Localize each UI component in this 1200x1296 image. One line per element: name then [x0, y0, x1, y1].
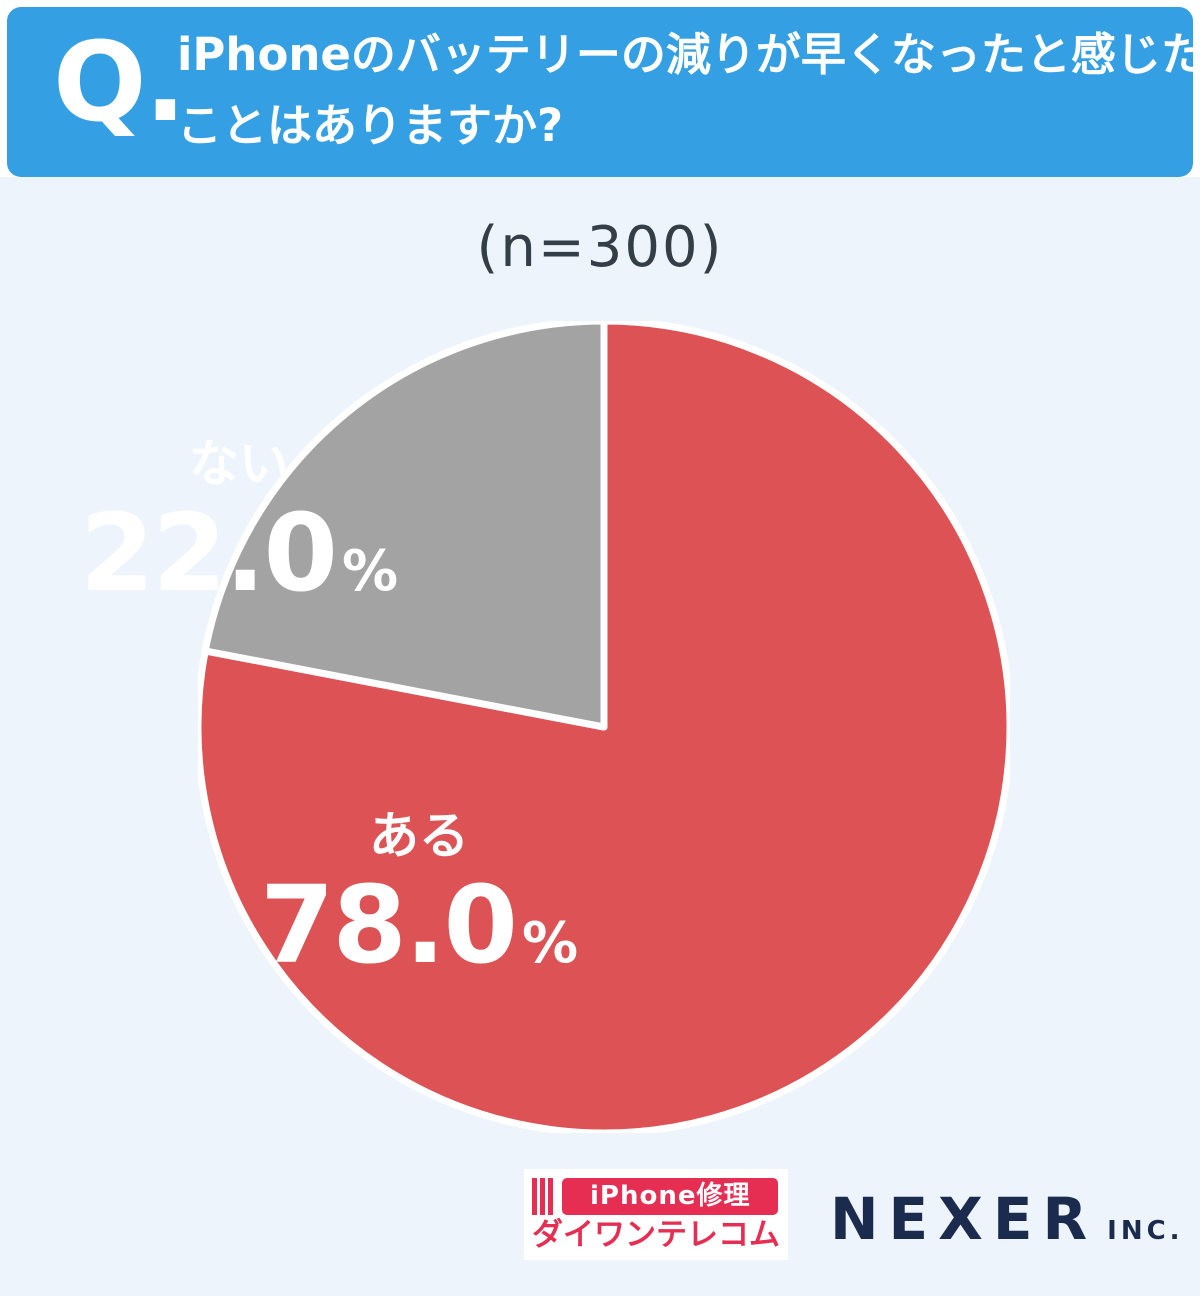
slice-aru-label: ある: [368, 807, 469, 865]
daiwan-tagline-banner: iPhone修理: [562, 1178, 779, 1215]
nexer-logo: NEXER INC.: [830, 1190, 1184, 1248]
question-header-banner: Q. iPhoneのバッテリーの減りが早くなったと感じた ことはありますか?: [7, 7, 1200, 177]
pie-chart: [198, 321, 1010, 1133]
nexer-name: NEXER: [830, 1185, 1098, 1253]
slice-nai-unit: %: [341, 539, 399, 604]
chart-area: (n=300) ない 22.0 % ある 78.0 % iPhone修理 ダイワ…: [0, 177, 1200, 1296]
pie-slice-nai: [201, 321, 608, 731]
slice-aru-unit: %: [521, 911, 579, 976]
daiwan-company-name: ダイワンテレコム: [532, 1217, 780, 1253]
slice-nai-value-row: 22.0 %: [79, 492, 399, 616]
slice-label-group-aru: ある 78.0 %: [259, 807, 579, 988]
daiwan-bars-icon: [532, 1178, 556, 1215]
slice-nai-value: 22.0: [79, 492, 338, 616]
slice-nai-label: ない: [188, 435, 289, 493]
daiwan-logo-top-row: iPhone修理: [532, 1178, 780, 1215]
slice-aru-value: 78.0: [259, 864, 518, 988]
sample-size-label: (n=300): [476, 215, 724, 280]
slice-label-group-nai: ない 22.0 %: [79, 435, 399, 616]
q-mark-label: Q.: [53, 18, 186, 146]
slice-aru-value-row: 78.0 %: [259, 864, 579, 988]
question-line-1: iPhoneのバッテリーの減りが早くなったと感じた: [177, 28, 1200, 81]
daiwan-telecom-logo: iPhone修理 ダイワンテレコム: [524, 1169, 788, 1261]
question-text: iPhoneのバッテリーの減りが早くなったと感じた ことはありますか?: [177, 19, 1200, 161]
nexer-suffix: INC.: [1107, 1216, 1184, 1246]
question-line-2: ことはありますか?: [177, 99, 564, 152]
